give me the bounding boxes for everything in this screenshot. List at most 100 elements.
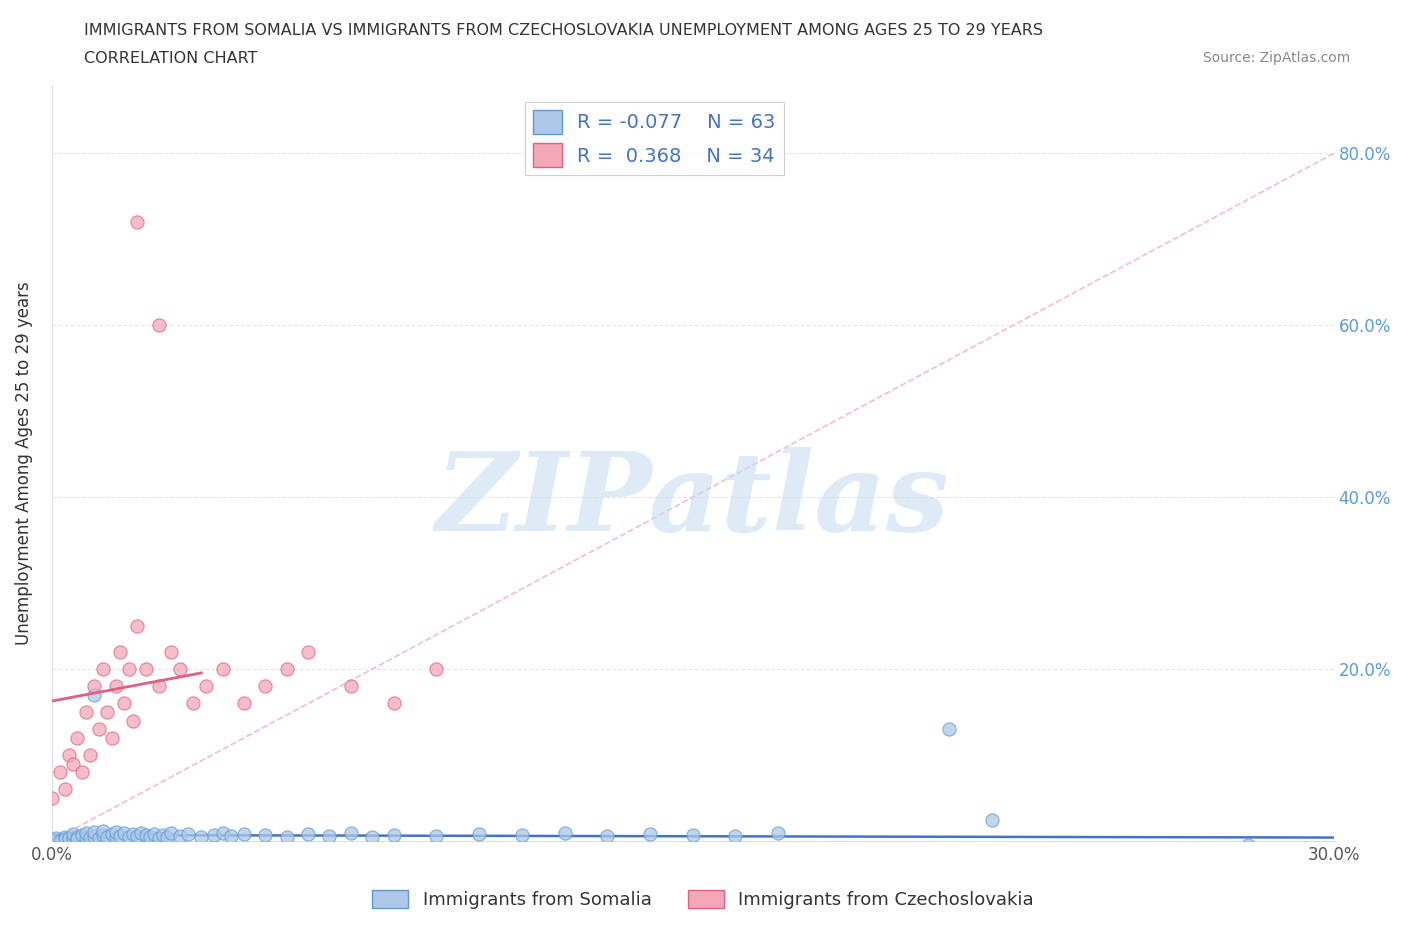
- Point: [211, 661, 233, 676]
- Point: [79, 748, 101, 763]
- Point: [58, 830, 80, 845]
- Point: [118, 830, 141, 844]
- Point: [361, 830, 384, 844]
- Point: [104, 830, 127, 845]
- Point: [83, 687, 105, 702]
- Point: [122, 713, 145, 728]
- Point: [638, 827, 661, 842]
- Point: [53, 831, 76, 846]
- Point: [104, 825, 127, 840]
- Point: [596, 829, 619, 844]
- Point: [148, 830, 170, 845]
- Point: [724, 829, 747, 844]
- Point: [297, 644, 319, 659]
- Point: [53, 782, 76, 797]
- Text: Source: ZipAtlas.com: Source: ZipAtlas.com: [1202, 51, 1350, 65]
- Point: [156, 830, 179, 844]
- Point: [118, 661, 141, 676]
- Point: [152, 828, 174, 843]
- Point: [425, 661, 447, 676]
- Point: [127, 215, 149, 230]
- Point: [66, 831, 89, 846]
- Point: [254, 679, 277, 694]
- Point: [96, 830, 118, 844]
- Point: [70, 828, 93, 843]
- Point: [53, 830, 76, 844]
- Y-axis label: Unemployment Among Ages 25 to 29 years: Unemployment Among Ages 25 to 29 years: [15, 281, 32, 644]
- Text: ZIPatlas: ZIPatlas: [436, 447, 949, 554]
- Point: [70, 764, 93, 779]
- Point: [211, 826, 233, 841]
- Point: [96, 705, 118, 720]
- Point: [553, 826, 575, 841]
- Point: [980, 812, 1002, 827]
- Legend: Immigrants from Somalia, Immigrants from Czechoslovakia: Immigrants from Somalia, Immigrants from…: [366, 883, 1040, 916]
- Point: [66, 730, 89, 745]
- Point: [100, 827, 122, 842]
- Point: [177, 827, 200, 842]
- Point: [87, 722, 110, 737]
- Point: [58, 748, 80, 763]
- Point: [160, 826, 183, 841]
- Point: [276, 830, 298, 844]
- Point: [75, 826, 97, 841]
- Point: [143, 827, 166, 842]
- Point: [169, 829, 191, 844]
- Point: [112, 696, 135, 711]
- Point: [425, 829, 447, 844]
- Point: [510, 828, 533, 843]
- Point: [100, 730, 122, 745]
- Point: [83, 679, 105, 694]
- Point: [104, 679, 127, 694]
- Point: [91, 661, 114, 676]
- Point: [766, 826, 789, 841]
- Text: CORRELATION CHART: CORRELATION CHART: [84, 51, 257, 66]
- Point: [139, 830, 162, 844]
- Point: [91, 823, 114, 838]
- Point: [382, 828, 405, 843]
- Legend: R = -0.077    N = 63, R =  0.368    N = 34: R = -0.077 N = 63, R = 0.368 N = 34: [524, 102, 783, 175]
- Point: [49, 764, 72, 779]
- Point: [233, 696, 256, 711]
- Point: [254, 828, 277, 843]
- Point: [938, 722, 960, 737]
- Point: [233, 827, 256, 842]
- Point: [382, 696, 405, 711]
- Point: [181, 696, 204, 711]
- Point: [49, 833, 72, 848]
- Point: [127, 829, 149, 844]
- Point: [169, 661, 191, 676]
- Point: [194, 679, 217, 694]
- Point: [318, 829, 340, 844]
- Point: [127, 618, 149, 633]
- Point: [45, 831, 67, 846]
- Point: [276, 661, 298, 676]
- Point: [41, 833, 63, 848]
- Point: [148, 679, 170, 694]
- Point: [66, 830, 89, 844]
- Point: [340, 826, 363, 841]
- Point: [135, 661, 157, 676]
- Text: IMMIGRANTS FROM SOMALIA VS IMMIGRANTS FROM CZECHOSLOVAKIA UNEMPLOYMENT AMONG AGE: IMMIGRANTS FROM SOMALIA VS IMMIGRANTS FR…: [84, 23, 1043, 38]
- Point: [41, 790, 63, 805]
- Point: [83, 829, 105, 844]
- Point: [190, 830, 212, 844]
- Point: [108, 829, 131, 844]
- Point: [160, 644, 183, 659]
- Point: [108, 644, 131, 659]
- Point: [75, 830, 97, 845]
- Point: [340, 679, 363, 694]
- Point: [112, 826, 135, 841]
- Point: [62, 756, 84, 771]
- Point: [1237, 838, 1260, 853]
- Point: [148, 318, 170, 333]
- Point: [79, 831, 101, 846]
- Point: [91, 828, 114, 843]
- Point: [682, 828, 704, 843]
- Point: [202, 828, 225, 843]
- Point: [75, 705, 97, 720]
- Point: [62, 831, 84, 846]
- Point: [135, 828, 157, 843]
- Point: [62, 827, 84, 842]
- Point: [83, 825, 105, 840]
